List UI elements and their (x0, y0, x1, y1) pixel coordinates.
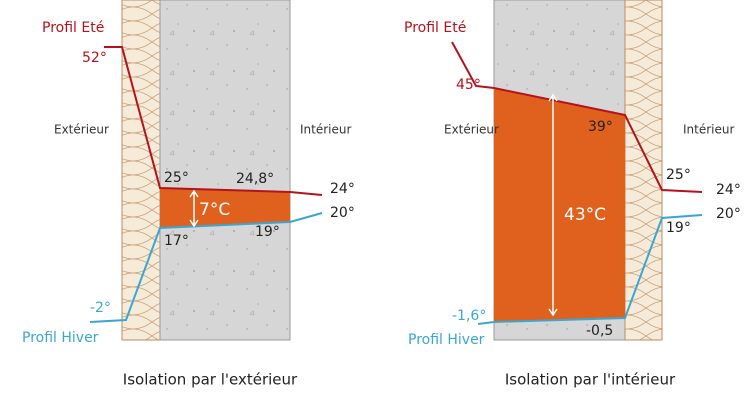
label: Profil Hiver (22, 330, 99, 346)
temp: 25° (666, 167, 691, 183)
temp: 52° (82, 50, 107, 66)
winter-line (477, 214, 703, 325)
delta-area (160, 188, 290, 228)
delta-area (494, 88, 625, 322)
label: Profil Hiver (408, 332, 485, 348)
insulation (624, 0, 663, 341)
label: Profil Eté (42, 20, 104, 36)
label: Extérieur (54, 123, 109, 137)
temp: 45° (456, 77, 481, 93)
delta: 43°C (564, 205, 606, 225)
label: Extérieur (444, 123, 499, 137)
temp: 20° (330, 205, 355, 221)
concrete (159, 0, 291, 341)
temp: 39° (588, 119, 613, 135)
delta: 7°C (199, 200, 230, 220)
temp: 24,8° (236, 171, 274, 187)
temp: -2° (90, 300, 111, 316)
temp: 24° (716, 182, 741, 198)
winter-line (89, 212, 323, 323)
left-diagram: Profil Eté 52° Extérieur Intérieur 25° 2… (22, 0, 355, 389)
temp: 19° (255, 224, 280, 240)
temp: 24° (330, 181, 355, 197)
temp: 19° (666, 220, 691, 236)
insulation (121, 0, 161, 341)
temp: 20° (716, 206, 741, 222)
arrow (189, 189, 199, 228)
temp: -1,6° (452, 308, 486, 324)
temp: 17° (164, 233, 189, 249)
temp: -0,5 (586, 323, 613, 339)
caption: Isolation par l'intérieur (505, 371, 676, 389)
arrow (548, 93, 558, 317)
right-diagram: Profil Eté 45° Extérieur Intérieur 39° 2… (404, 0, 741, 389)
summer-line (104, 46, 323, 196)
summer-line (451, 41, 703, 193)
caption: Isolation par l'extérieur (123, 371, 298, 389)
label: Intérieur (683, 123, 734, 137)
label: Intérieur (300, 123, 351, 137)
label: Profil Eté (404, 20, 466, 36)
temp: 25° (164, 170, 189, 186)
